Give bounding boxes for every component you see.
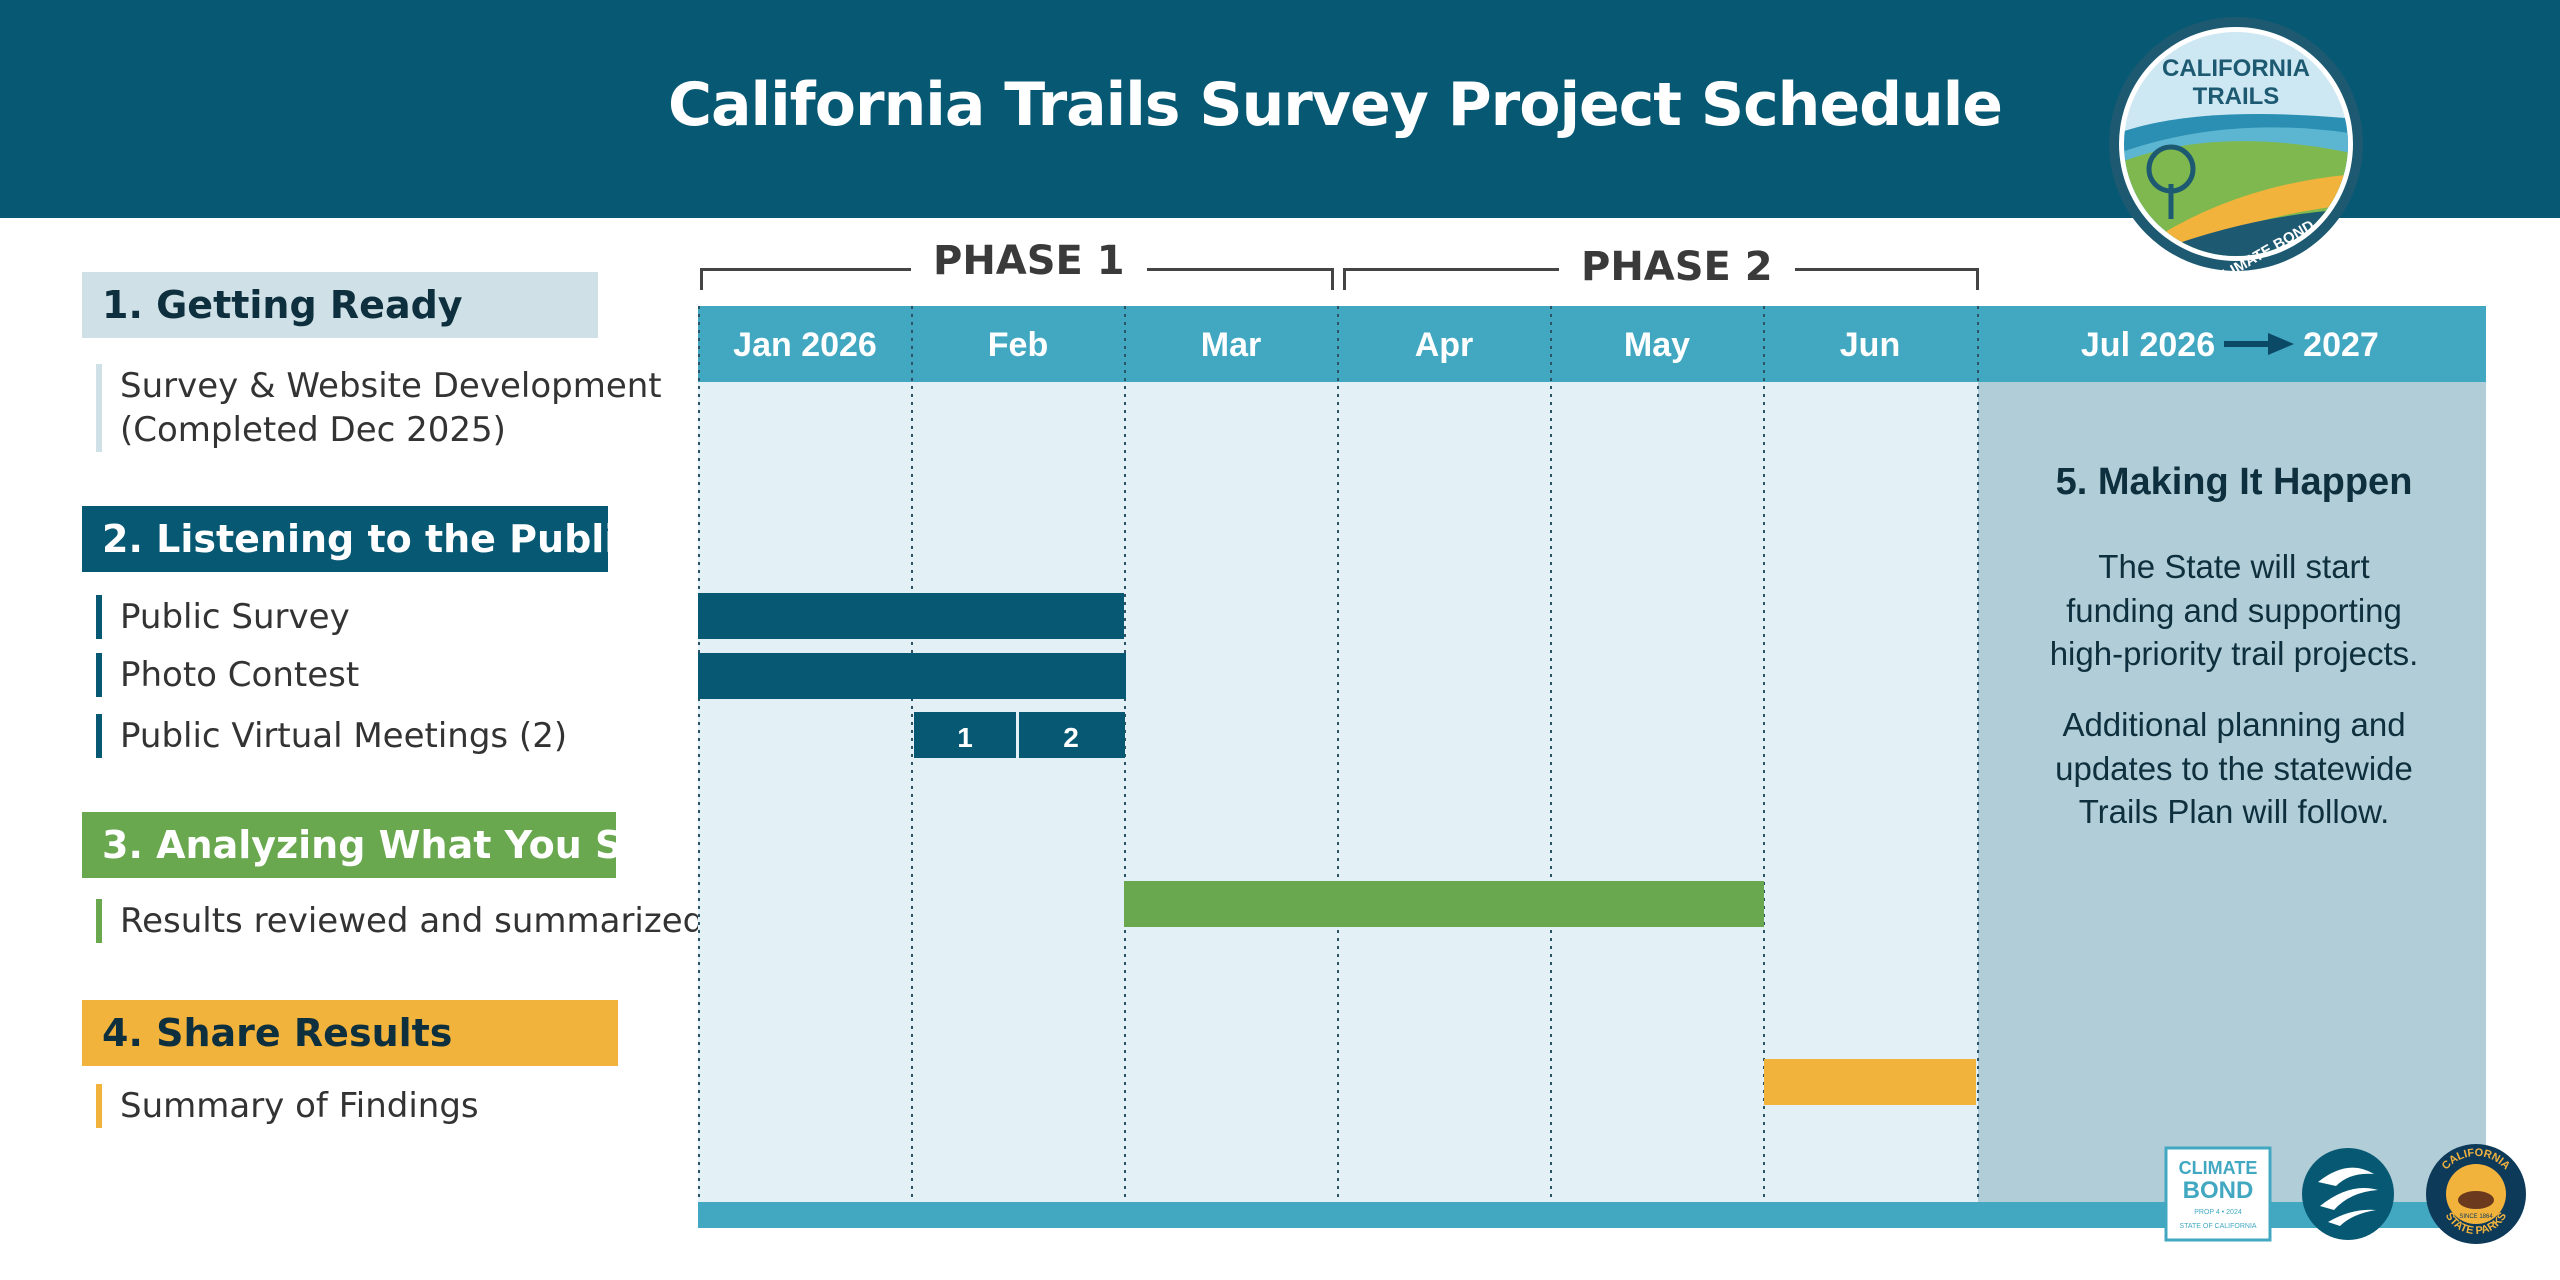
climate-bond-logo: CLIMATE BOND PROP 4 • 2024 STATE OF CALI…	[2164, 1146, 2272, 1242]
svg-text:PROP 4 • 2024: PROP 4 • 2024	[2194, 1209, 2242, 1216]
section-analyzing: 3. Analyzing What You Said	[82, 812, 688, 878]
making-it-happen-p2-line2: updates to the statewide	[2055, 750, 2413, 787]
month-label-apr: Apr	[1415, 326, 1474, 364]
page-title: California Trails Survey Project Schedul…	[668, 70, 2003, 140]
schedule-gantt: Jan 2026 Feb Mar Apr May Jun Jul 2026 20…	[698, 306, 2486, 1228]
item-summary-of-findings: Summary of Findings	[96, 1084, 479, 1128]
item-public-survey: Public Survey	[96, 595, 350, 639]
svg-text:SINCE 1864: SINCE 1864	[2459, 1214, 2493, 1220]
meeting-number-2: 2	[1063, 722, 1079, 753]
logo-text-trails: TRAILS	[2193, 83, 2280, 110]
arrow-right-icon	[2224, 333, 2294, 355]
making-it-happen-p2-line1: Additional planning and	[2062, 706, 2405, 743]
state-parks-logo: CALIFORNIA STATE PARKS SINCE 1864	[2426, 1144, 2526, 1244]
month-label-jun: Jun	[1840, 326, 1900, 364]
item-photo-contest: Photo Contest	[96, 653, 359, 697]
month-label-mar: Mar	[1201, 326, 1261, 364]
bar-results-reviewed	[1124, 881, 1764, 927]
section-getting-ready: 1. Getting Ready	[82, 272, 598, 338]
bar-public-survey	[698, 593, 1124, 639]
logo-text-california: CALIFORNIA	[2162, 55, 2310, 82]
phase1-label: PHASE 1	[911, 238, 1147, 284]
making-it-happen-p1-line1: The State will start	[2098, 548, 2369, 585]
making-it-happen-p1-line2: funding and supporting	[2066, 592, 2402, 629]
making-it-happen-p1-line3: high-priority trail projects.	[2050, 635, 2419, 672]
phase2-label: PHASE 2	[1559, 244, 1795, 290]
bar-photo-contest	[698, 653, 1126, 699]
section-share-results: 4. Share Results	[82, 1000, 618, 1066]
item-survey-website-development: Survey & Website Development (Completed …	[96, 364, 662, 452]
future-label-start: Jul 2026	[2081, 326, 2215, 364]
making-it-happen-p2-line3: Trails Plan will follow.	[2079, 793, 2390, 830]
section-listening-to-public: 2. Listening to the Public	[82, 506, 640, 572]
svg-text:STATE OF CALIFORNIA: STATE OF CALIFORNIA	[2179, 1223, 2256, 1230]
future-label-end: 2027	[2303, 326, 2379, 364]
month-label-jan-2026: Jan 2026	[733, 326, 877, 364]
river-swoosh-logo	[2302, 1148, 2394, 1240]
svg-text:BOND: BOND	[2183, 1177, 2254, 1204]
bar-virtual-meeting-1	[914, 712, 1016, 758]
item-results-reviewed: Results reviewed and summarized	[96, 899, 704, 943]
making-it-happen-title: 5. Making It Happen	[2056, 461, 2413, 503]
month-label-may: May	[1624, 326, 1690, 364]
item-public-virtual-meetings: Public Virtual Meetings (2)	[96, 714, 567, 758]
month-header-band	[698, 306, 2486, 382]
item-label: Survey & Website Development	[120, 366, 662, 406]
bar-summary-of-findings	[1764, 1059, 1976, 1105]
california-trails-logo: CALIFORNIA TRAILS CA CLIMATE BOND	[2109, 17, 2363, 274]
bar-virtual-meeting-2	[1019, 712, 1125, 758]
item-label: (Completed Dec 2025)	[120, 410, 506, 450]
month-label-feb: Feb	[988, 326, 1048, 364]
svg-text:CLIMATE: CLIMATE	[2179, 1158, 2258, 1178]
future-column-background	[1978, 382, 2486, 1202]
meeting-number-1: 1	[957, 722, 973, 753]
